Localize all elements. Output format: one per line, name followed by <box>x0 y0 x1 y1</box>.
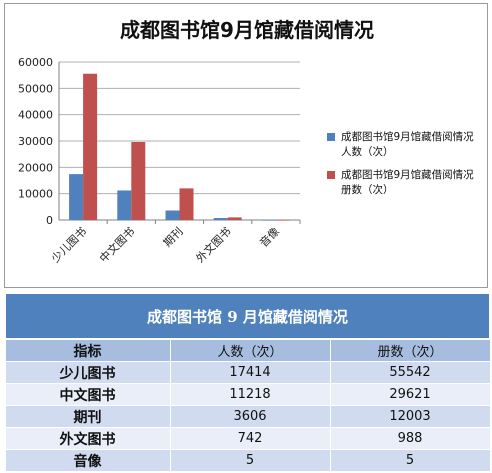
cell-persons: 742 <box>169 427 331 450</box>
cell-volumes: 29621 <box>329 383 491 406</box>
bar-persons <box>69 174 84 220</box>
y-tick-label: 60000 <box>18 56 53 69</box>
data-table-container: 成都图书馆 9 月馆藏借阅情况 指标 人数（次） 册数（次） 少儿图书 1741… <box>4 292 491 472</box>
bar-volumes <box>275 219 290 221</box>
table-row: 期刊 3606 12003 <box>4 405 491 428</box>
legend: 成都图书馆9月馆藏借阅情况 人数（次） 成都图书馆9月馆藏借阅情况 册数（次） <box>327 130 487 206</box>
header-persons: 人数（次） <box>169 338 331 362</box>
chart-container: 成都图书馆9月馆藏借阅情况 0 10000 20000 30000 40000 50000… <box>4 3 488 288</box>
header-indicator: 指标 <box>4 338 171 362</box>
cell-volumes: 988 <box>329 427 491 450</box>
bar-chart: 0 10000 20000 30000 40000 50000 60000 少儿图书 中文图书期… <box>18 56 301 265</box>
bar-persons <box>117 190 132 220</box>
row-label: 外文图书 <box>4 427 171 450</box>
legend-label-volumes: 成都图书馆9月馆藏借阅情况 册数（次） <box>341 169 474 196</box>
y-tick-label: 40000 <box>18 109 53 122</box>
legend-item-persons: 成都图书馆9月馆藏借阅情况 人数（次） <box>327 130 487 160</box>
y-tick-label: 30000 <box>18 135 53 148</box>
row-label: 音像 <box>4 449 171 472</box>
row-label: 少儿图书 <box>4 361 171 384</box>
legend-swatch-volumes <box>327 171 335 179</box>
cell-volumes: 12003 <box>329 405 491 428</box>
header-volumes: 册数（次） <box>329 338 491 362</box>
y-tick-label: 0 <box>46 214 53 227</box>
row-label: 中文图书 <box>4 383 171 406</box>
legend-label-persons: 成都图书馆9月馆藏借阅情况 人数（次） <box>341 131 474 158</box>
table-title: 成都图书馆 9 月馆藏借阅情况 <box>4 292 491 340</box>
x-tick-label: 少儿图书 <box>49 225 89 265</box>
table-row: 中文图书 11218 29621 <box>4 383 491 406</box>
legend-item-volumes: 成都图书馆9月馆藏借阅情况 册数（次） <box>327 168 487 198</box>
x-tick-label: 期刊 <box>161 225 186 250</box>
data-table: 成都图书馆 9 月馆藏借阅情况 指标 人数（次） 册数（次） 少儿图书 1741… <box>4 292 491 472</box>
bar-volumes <box>179 188 194 220</box>
y-tick-label: 20000 <box>18 161 53 174</box>
bar-volumes <box>83 73 98 220</box>
legend-swatch-persons <box>327 133 335 141</box>
chart-title: 成都图书馆9月馆藏借阅情况 <box>120 18 374 42</box>
cell-persons: 17414 <box>169 361 331 384</box>
bar-persons <box>213 218 228 220</box>
cell-volumes: 5 <box>329 449 491 472</box>
bar-volumes <box>227 217 242 220</box>
table-row: 音像 5 5 <box>4 449 491 472</box>
table-row: 外文图书 742 988 <box>4 427 491 450</box>
x-tick-label: 音像 <box>257 224 282 249</box>
row-label: 期刊 <box>4 405 171 428</box>
table-header-row: 指标 人数（次） 册数（次） <box>4 338 491 362</box>
x-tick-label: 外文图书 <box>193 224 234 265</box>
y-tick-label: 10000 <box>18 188 53 201</box>
table-row: 少儿图书 17414 55542 <box>4 361 491 384</box>
cell-persons: 3606 <box>169 405 331 428</box>
cell-persons: 5 <box>169 449 331 472</box>
bar-volumes <box>131 141 146 220</box>
bar-persons <box>261 219 276 221</box>
cell-volumes: 55542 <box>329 361 491 384</box>
y-tick-label: 50000 <box>18 82 53 95</box>
bar-persons <box>165 210 180 220</box>
x-tick-label: 中文图书 <box>96 224 137 265</box>
cell-persons: 11218 <box>169 383 331 406</box>
